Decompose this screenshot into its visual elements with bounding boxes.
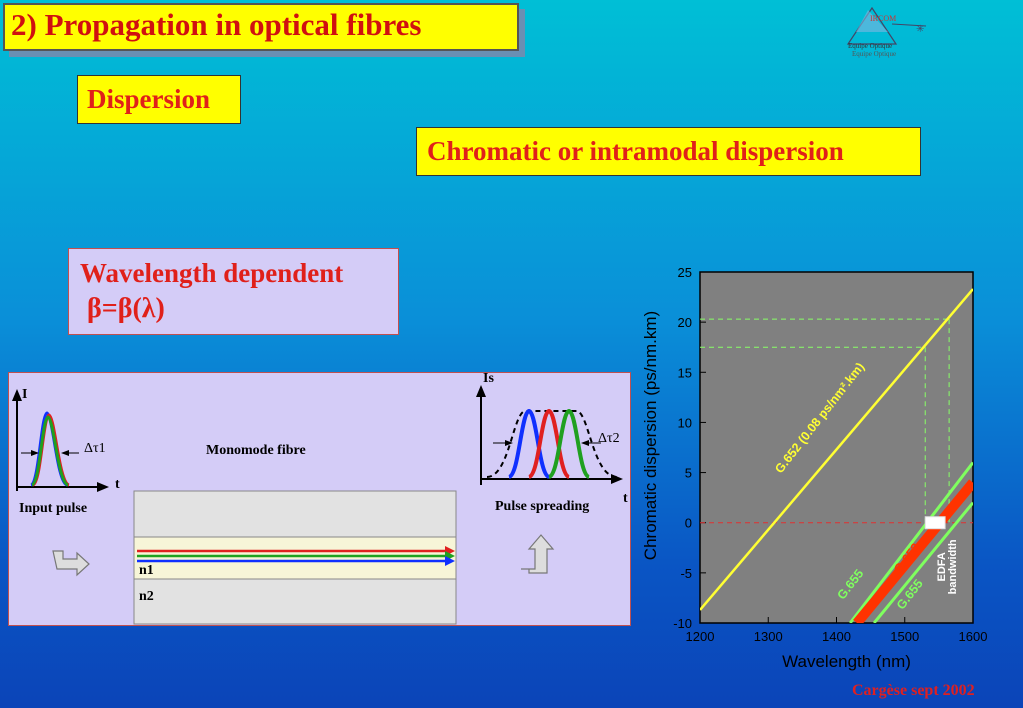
output-axis-label: Is — [483, 371, 494, 386]
arrow-head-icon — [12, 389, 22, 401]
y-tick-label: 10 — [678, 415, 692, 430]
delta-tau2-label: Δτ2 — [598, 431, 620, 446]
series-g652-line — [700, 288, 973, 611]
x-axis-label: Wavelength (nm) — [782, 652, 911, 671]
x-tick-label: 1200 — [686, 629, 715, 644]
dispersion-chart: -10 -5 0 5 10 15 20 25 1200 1300 1400 1500 1600 Wavel… — [641, 265, 988, 671]
input-time-label: t — [115, 477, 120, 492]
dispersion-box: Dispersion — [77, 75, 241, 124]
fibre-label: Monomode fibre — [206, 443, 306, 458]
page-title: 2) Propagation in optical fibres — [11, 7, 422, 42]
svg-text:✳: ✳ — [916, 24, 924, 35]
pulse-spreading-label: Pulse spreading — [495, 499, 590, 514]
wavelength-dependent-box: Wavelength dependent β=β(λ) — [68, 248, 399, 335]
monomode-fibre — [133, 490, 457, 625]
y-tick-label: -5 — [680, 566, 692, 581]
title-box: 2) Propagation in optical fibres — [3, 3, 519, 51]
chromatic-dispersion-label: Chromatic or intramodal dispersion — [427, 136, 844, 166]
plot-area — [699, 271, 974, 624]
edfa-band-marker — [924, 516, 946, 530]
input-axis-label: I — [22, 387, 28, 402]
input-pulse-graph — [12, 389, 109, 492]
y-axis-label: Chromatic dispersion (ps/nm.km) — [641, 311, 660, 560]
x-tick-label: 1300 — [754, 629, 783, 644]
y-tick-label: -10 — [673, 616, 692, 631]
delta-tau1-label: Δτ1 — [84, 441, 106, 456]
footer-date: Cargèse sept 2002 — [852, 682, 975, 699]
y-tick-label: 5 — [685, 466, 692, 481]
fibre-diagram — [12, 385, 623, 625]
wavelength-dependent-label: Wavelength dependent — [80, 258, 344, 288]
n2-label: n2 — [139, 589, 154, 604]
edfa-label: EDFA — [936, 552, 948, 581]
dispersion-label: Dispersion — [87, 84, 211, 114]
input-pulse-label: Input pulse — [19, 501, 88, 516]
beta-formula: β=β(λ) — [87, 293, 165, 324]
x-tick-label: 1600 — [959, 629, 988, 644]
svg-text:Equipe Optique: Equipe Optique — [848, 42, 892, 50]
edfa-bandwidth-label: bandwidth — [947, 539, 959, 594]
y-tick-label: 25 — [678, 265, 692, 280]
y-tick-label: 20 — [678, 315, 692, 330]
fibre-diagram-panel: I t Δτ1 Input pulse Monomode fibre n1 n2… — [8, 371, 631, 626]
curved-right-arrow-icon — [52, 550, 90, 577]
curved-up-arrow-icon — [521, 534, 555, 574]
ircom-logo: IRCOM Equipe Optique Equipe Optique ✳ — [846, 6, 927, 58]
x-tick-label: 1400 — [822, 629, 851, 644]
output-time-label: t — [623, 491, 628, 506]
n1-label: n1 — [139, 563, 154, 578]
svg-text:IRCOM: IRCOM — [870, 14, 896, 23]
series-g655-upper-line — [848, 461, 973, 623]
y-tick-label: 0 — [685, 516, 692, 531]
arrow-head-icon — [476, 385, 486, 397]
y-tick-label: 15 — [678, 365, 692, 380]
arrow-head-icon — [97, 482, 109, 492]
x-tick-label: 1500 — [890, 629, 919, 644]
output-pulse-graph — [476, 385, 623, 485]
chromatic-dispersion-box: Chromatic or intramodal dispersion — [416, 127, 921, 176]
series-g653-line — [853, 479, 973, 623]
series-g655-lower-line — [872, 501, 973, 623]
svg-text:Equipe Optique: Equipe Optique — [852, 50, 896, 58]
